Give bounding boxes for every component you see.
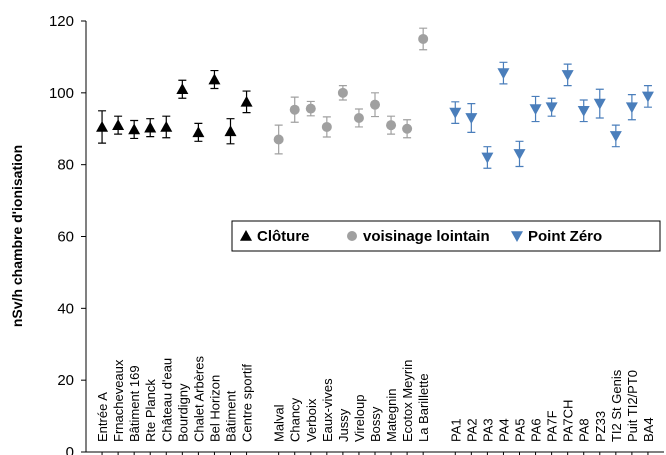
legend-marker <box>240 230 252 241</box>
point <box>481 152 494 164</box>
point <box>289 104 300 115</box>
x-tick-label: Puit TI2/PT0 <box>625 370 640 442</box>
point <box>449 107 462 119</box>
point <box>465 113 478 124</box>
x-tick-label: Bâtiment 169 <box>127 365 142 442</box>
point <box>321 121 332 132</box>
x-tick-label: Malval <box>272 404 287 442</box>
point <box>128 123 141 135</box>
point <box>337 87 348 98</box>
x-tick-label: Bossy <box>368 406 383 442</box>
y-tick-label: 100 <box>49 85 74 102</box>
legend-label: voisinage lointain <box>363 228 490 245</box>
x-tick-label: Chancy <box>288 397 303 442</box>
x-tick-label: PA2 <box>464 418 479 442</box>
x-tick-label: PA3 <box>480 418 495 442</box>
point <box>192 126 205 138</box>
x-tick-label: Verboix <box>304 398 319 442</box>
x-tick-label: PA7CH <box>561 400 576 442</box>
x-tick-label: PA8 <box>577 418 592 442</box>
point <box>370 99 380 110</box>
legend-label: Clôture <box>257 228 310 245</box>
x-tick-label: Jussy <box>336 408 351 442</box>
point <box>513 149 526 160</box>
point <box>497 68 510 80</box>
legend-marker <box>347 231 357 241</box>
point <box>144 121 157 133</box>
x-tick-label: BA4 <box>641 417 656 442</box>
x-tick-label: PA4 <box>496 418 511 442</box>
x-tick-label: TI2 St Genis <box>609 369 624 442</box>
point <box>112 119 125 130</box>
legend-label: Point Zéro <box>528 228 602 245</box>
x-tick-label: Centre sportif <box>240 364 255 442</box>
point <box>625 102 638 114</box>
point <box>545 102 558 114</box>
point <box>176 83 189 95</box>
point <box>273 134 284 145</box>
point <box>353 112 364 123</box>
x-tick-label: PA7F <box>545 410 560 442</box>
point <box>160 120 173 132</box>
point <box>593 98 606 110</box>
y-tick-label: 120 <box>49 13 74 30</box>
x-tick-label: Entrée A <box>95 392 110 442</box>
point <box>641 91 654 103</box>
x-tick-label: PA5 <box>513 418 528 442</box>
x-tick-label: La Barillette <box>416 373 431 442</box>
y-tick-label: 0 <box>66 444 74 455</box>
x-tick-label: Château d'eau <box>159 358 174 442</box>
y-tick-label: 40 <box>57 300 74 317</box>
x-tick-label: Bâtiment <box>224 390 239 442</box>
point <box>305 103 316 114</box>
point <box>224 125 237 137</box>
x-tick-label: Ecotox Meyrin <box>400 360 415 442</box>
x-tick-label: Frnacheveaux <box>111 359 126 442</box>
point <box>529 104 542 115</box>
point <box>208 73 221 85</box>
point <box>609 131 622 142</box>
point <box>96 120 109 132</box>
y-tick-label: 20 <box>57 372 74 389</box>
x-tick-label: Bourdigny <box>175 383 190 442</box>
legend-marker <box>511 231 523 242</box>
x-tick-label: PA1 <box>448 418 463 442</box>
point <box>418 33 429 44</box>
legend-box <box>231 220 661 252</box>
point <box>240 95 253 107</box>
y-axis-label: nSv/h chambre d'ionisation <box>9 145 25 327</box>
x-tick-label: Bel Horizon <box>207 375 222 442</box>
point <box>402 123 413 134</box>
point <box>561 70 574 81</box>
x-tick-label: Chalet Arbères <box>191 356 206 442</box>
point <box>386 120 397 131</box>
y-tick-label: 80 <box>57 157 74 174</box>
x-tick-label: PA6 <box>529 418 544 442</box>
x-tick-label: PZ33 <box>593 411 608 442</box>
x-tick-label: Vireloup <box>352 395 367 442</box>
y-tick-label: 60 <box>57 229 74 246</box>
x-tick-label: Eaux-vives <box>320 378 335 442</box>
x-tick-label: Mategnin <box>384 389 399 442</box>
x-tick-label: Rte Planck <box>143 379 158 442</box>
point <box>577 105 590 117</box>
